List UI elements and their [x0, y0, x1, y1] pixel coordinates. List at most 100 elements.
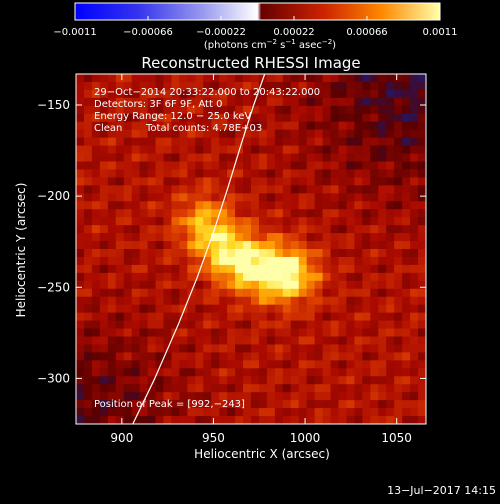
heatmap-cell	[282, 336, 292, 345]
heatmap-cell	[131, 233, 141, 242]
heatmap-cell	[290, 113, 300, 123]
heatmap-cell	[91, 249, 101, 258]
heatmap-cell	[235, 74, 244, 83]
heatmap-cell	[314, 169, 323, 178]
heatmap-cell	[290, 153, 300, 162]
heatmap-cell	[203, 264, 212, 274]
heatmap-cell	[402, 113, 411, 123]
heatmap-cell	[386, 81, 395, 91]
heatmap-cell	[211, 193, 220, 202]
heatmap-cell	[378, 376, 387, 385]
heatmap-cell	[298, 177, 308, 186]
heatmap-cell	[394, 169, 403, 178]
heatmap-cell	[418, 272, 426, 282]
heatmap-cell	[306, 408, 316, 417]
heatmap-cell	[123, 272, 133, 282]
heatmap-cell	[107, 233, 117, 242]
heatmap-cell	[290, 256, 300, 266]
heatmap-cell	[131, 344, 141, 353]
heatmap-cell	[107, 105, 117, 115]
heatmap-cell	[179, 89, 188, 99]
heatmap-cell	[290, 352, 300, 361]
heatmap-cell	[195, 249, 204, 258]
heatmap-cell	[243, 137, 252, 146]
heatmap-cell	[394, 352, 403, 361]
heatmap-cell	[83, 121, 93, 131]
heatmap-cell	[338, 400, 347, 409]
heatmap-cell	[171, 225, 180, 234]
heatmap-cell	[386, 233, 395, 242]
heatmap-cell	[179, 312, 188, 321]
heatmap-cell	[418, 416, 426, 424]
heatmap-cell	[219, 153, 228, 162]
heatmap-cell	[123, 177, 133, 186]
heatmap-cell	[163, 233, 172, 242]
heatmap-cell	[362, 193, 371, 202]
heatmap-cell	[219, 264, 228, 274]
heatmap-cell	[338, 177, 347, 186]
heatmap-cell	[195, 336, 204, 345]
heatmap-cell	[115, 241, 125, 250]
heatmap-cell	[402, 249, 411, 258]
heatmap-cell	[139, 105, 148, 115]
heatmap-cell	[402, 280, 411, 290]
heatmap-cell	[179, 360, 188, 369]
heatmap-cell	[258, 256, 268, 266]
heatmap-cell	[131, 74, 141, 83]
heatmap-cell	[163, 296, 172, 306]
heatmap-cell	[131, 153, 141, 162]
heatmap-cell	[251, 288, 260, 298]
heatmap-cell	[187, 145, 196, 154]
heatmap-cell	[76, 241, 85, 250]
heatmap-cell	[76, 352, 85, 361]
heatmap-cell	[147, 74, 156, 83]
heatmap-cell	[370, 74, 379, 83]
heatmap-cell	[123, 280, 133, 290]
heatmap-cell	[115, 113, 125, 123]
heatmap-cell	[107, 153, 117, 162]
heatmap-cell	[139, 153, 148, 162]
x-tick-label: 1000	[290, 431, 321, 445]
heatmap-cell	[306, 296, 316, 306]
heatmap-cell	[163, 74, 172, 83]
heatmap-cell	[83, 145, 93, 154]
heatmap-cell	[99, 113, 109, 123]
heatmap-cell	[155, 153, 164, 162]
heatmap-cell	[306, 280, 316, 290]
heatmap-cell	[322, 121, 331, 131]
heatmap-cell	[346, 97, 355, 107]
heatmap-cell	[314, 185, 323, 194]
heatmap-cell	[362, 169, 371, 178]
heatmap-cell	[171, 161, 180, 170]
heatmap-cell	[378, 209, 387, 218]
heatmap-cell	[354, 256, 363, 266]
heatmap-cell	[338, 320, 347, 329]
heatmap-cell	[378, 217, 387, 226]
heatmap-cell	[290, 344, 300, 353]
heatmap-cell	[123, 400, 133, 409]
heatmap-cell	[330, 336, 339, 345]
heatmap-cell	[139, 97, 148, 107]
heatmap-cell	[314, 336, 323, 345]
heatmap-cell	[378, 360, 387, 369]
heatmap-cell	[115, 121, 125, 131]
heatmap-cell	[115, 320, 125, 329]
heatmap-cell	[394, 201, 403, 210]
heatmap-cell	[306, 113, 316, 123]
heatmap-cell	[402, 336, 411, 345]
heatmap-cell	[394, 384, 403, 393]
heatmap-cell	[362, 161, 371, 170]
heatmap-cell	[251, 233, 260, 242]
heatmap-cell	[370, 312, 379, 321]
heatmap-cell	[107, 376, 117, 385]
heatmap-cell	[251, 185, 260, 194]
heatmap-cell	[163, 97, 172, 107]
heatmap-cell	[306, 312, 316, 321]
heatmap-cell	[378, 304, 387, 314]
heatmap-cell	[139, 249, 148, 258]
heatmap-cell	[251, 81, 260, 91]
heatmap-cell	[171, 312, 180, 321]
heatmap-cell	[274, 89, 284, 99]
heatmap-cell	[370, 392, 379, 401]
heatmap-cell	[306, 256, 316, 266]
